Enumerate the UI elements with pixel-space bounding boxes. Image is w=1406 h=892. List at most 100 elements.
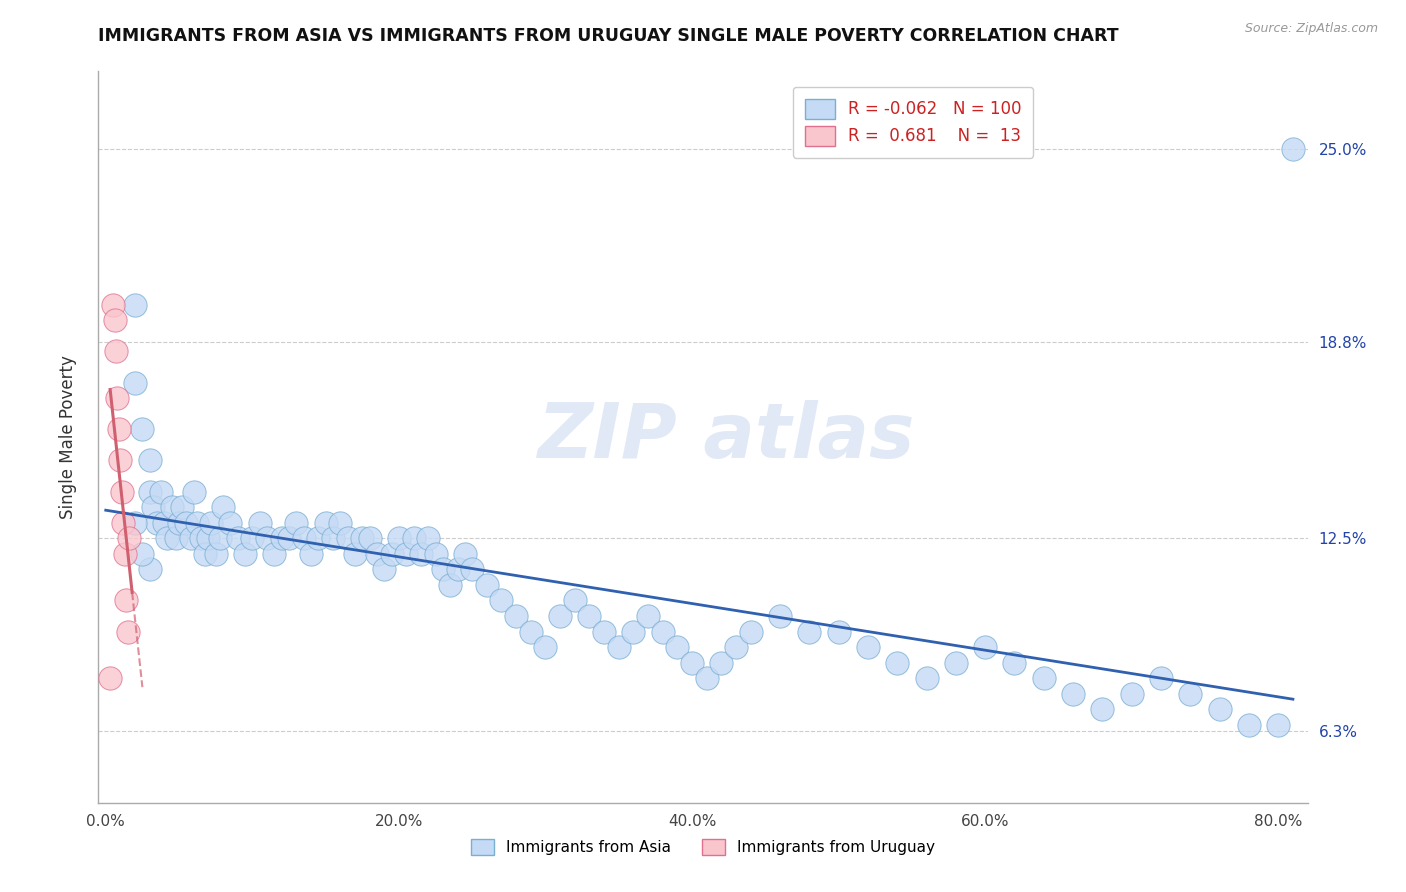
Point (112, 516, 135, 530)
Point (432, 562, 454, 576)
Point (799, 624, 821, 639)
Point (915, 671, 938, 685)
Point (131, 422, 153, 436)
Point (1004, 656, 1026, 670)
Point (578, 609, 600, 624)
Point (107, 391, 129, 405)
Point (118, 531, 141, 545)
Point (307, 531, 329, 545)
Point (233, 547, 256, 561)
Point (827, 624, 849, 639)
Point (98, 671, 121, 685)
Point (666, 640, 689, 655)
Point (1062, 687, 1084, 701)
Point (461, 562, 484, 576)
Point (114, 547, 136, 561)
Point (180, 531, 202, 545)
Point (724, 640, 747, 655)
Point (299, 547, 322, 561)
Point (146, 516, 169, 530)
Point (150, 484, 173, 499)
Text: IMMIGRANTS FROM ASIA VS IMMIGRANTS FROM URUGUAY SINGLE MALE POVERTY CORRELATION : IMMIGRANTS FROM ASIA VS IMMIGRANTS FROM … (98, 27, 1119, 45)
Point (1180, 687, 1202, 701)
Point (454, 547, 477, 561)
Point (1150, 671, 1173, 685)
Point (402, 531, 425, 545)
Point (167, 516, 190, 530)
Point (395, 547, 418, 561)
Point (425, 547, 447, 561)
Point (446, 562, 468, 576)
Point (115, 593, 138, 607)
Point (131, 547, 153, 561)
Point (1237, 718, 1260, 732)
Point (270, 531, 292, 545)
Point (380, 547, 402, 561)
Point (329, 516, 352, 530)
Point (108, 422, 131, 436)
Point (138, 562, 160, 576)
Point (209, 531, 232, 545)
Point (593, 624, 616, 639)
Point (197, 531, 219, 545)
Point (520, 624, 543, 639)
Point (710, 656, 733, 670)
Point (278, 531, 301, 545)
Point (681, 656, 703, 670)
Point (548, 609, 571, 624)
Point (322, 531, 344, 545)
Point (103, 313, 125, 327)
Point (263, 547, 285, 561)
Point (165, 531, 187, 545)
Point (336, 531, 359, 545)
Point (176, 516, 198, 530)
Point (359, 531, 381, 545)
Point (226, 531, 249, 545)
Point (124, 376, 146, 390)
Point (138, 453, 160, 467)
Point (475, 578, 498, 592)
Legend: Immigrants from Asia, Immigrants from Uruguay: Immigrants from Asia, Immigrants from Ur… (465, 833, 941, 861)
Point (315, 516, 337, 530)
Point (256, 531, 278, 545)
Point (142, 500, 165, 515)
Point (491, 593, 513, 607)
Point (292, 531, 315, 545)
Text: ZIP atlas: ZIP atlas (538, 401, 915, 474)
Point (373, 562, 395, 576)
Point (945, 656, 967, 670)
Point (651, 624, 673, 639)
Point (769, 609, 792, 624)
Point (194, 547, 217, 561)
Point (974, 640, 997, 655)
Point (212, 500, 235, 515)
Point (117, 624, 139, 639)
Point (124, 298, 146, 312)
Point (153, 516, 176, 530)
Point (124, 516, 146, 530)
Point (343, 547, 366, 561)
Point (409, 547, 432, 561)
Point (240, 531, 263, 545)
Point (190, 531, 212, 545)
Text: Source: ZipAtlas.com: Source: ZipAtlas.com (1244, 22, 1378, 36)
Point (418, 531, 440, 545)
Point (388, 531, 411, 545)
Point (1091, 702, 1114, 716)
Point (534, 640, 557, 655)
Point (285, 516, 308, 530)
Y-axis label: Single Male Poverty: Single Male Poverty (59, 355, 77, 519)
Point (607, 640, 630, 655)
Point (160, 500, 183, 515)
Point (1032, 671, 1054, 685)
Point (1121, 687, 1143, 701)
Point (200, 516, 222, 530)
Point (1282, 142, 1305, 156)
Point (111, 484, 134, 499)
Point (856, 640, 879, 655)
Point (105, 344, 128, 359)
Point (1208, 702, 1230, 716)
Point (352, 531, 374, 545)
Point (696, 671, 718, 685)
Point (219, 516, 242, 530)
